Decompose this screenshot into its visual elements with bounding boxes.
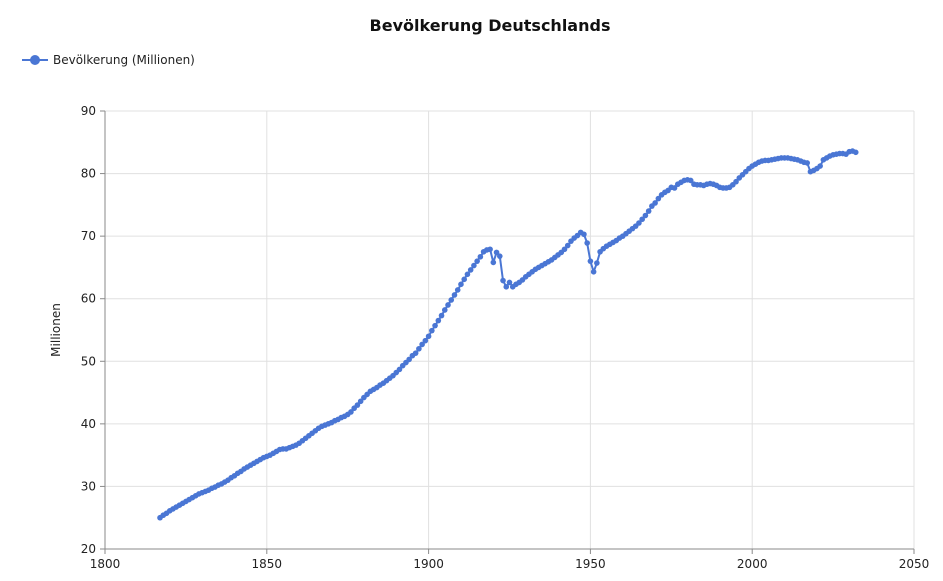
data-point[interactable] (587, 258, 594, 264)
data-point[interactable] (584, 240, 590, 246)
data-point[interactable] (639, 216, 645, 223)
data-point[interactable] (396, 366, 403, 373)
data-point[interactable] (490, 259, 497, 266)
y-tick-label: 80 (81, 167, 96, 181)
data-point[interactable] (655, 195, 662, 202)
data-point[interactable] (422, 337, 429, 344)
data-point[interactable] (500, 277, 506, 284)
legend-marker (30, 55, 40, 65)
data-point[interactable] (733, 178, 739, 185)
data-point[interactable] (454, 287, 461, 293)
data-point[interactable] (496, 253, 503, 259)
x-tick-label: 1850 (252, 557, 283, 571)
data-point[interactable] (594, 260, 600, 266)
data-point[interactable] (817, 163, 823, 169)
axes (104, 111, 914, 550)
data-point[interactable] (416, 345, 422, 352)
data-point[interactable] (458, 281, 464, 288)
y-axis-ticks: 20 30 40 50 60 70 80 90 (81, 104, 105, 556)
y-tick-label: 70 (81, 229, 96, 243)
data-point[interactable] (804, 160, 811, 166)
series-population (157, 148, 859, 521)
data-point[interactable] (445, 302, 451, 308)
series-line (159, 150, 857, 519)
x-tick-label: 1800 (90, 557, 121, 571)
data-point[interactable] (645, 208, 652, 214)
data-point[interactable] (581, 231, 587, 238)
data-point[interactable] (561, 246, 568, 253)
data-point[interactable] (636, 220, 642, 226)
data-point[interactable] (471, 262, 477, 269)
data-point[interactable] (451, 292, 458, 298)
data-point[interactable] (429, 327, 435, 334)
data-point[interactable] (852, 149, 859, 156)
y-tick-label: 90 (81, 104, 96, 118)
grid (104, 110, 915, 550)
data-point[interactable] (461, 276, 468, 283)
data-point[interactable] (687, 177, 694, 184)
data-point[interactable] (642, 212, 649, 219)
data-point[interactable] (432, 322, 438, 329)
data-point[interactable] (354, 402, 361, 408)
x-axis-ticks: 1800 1850 1900 1950 2000 2050 (90, 549, 930, 571)
data-point[interactable] (464, 271, 471, 278)
data-point[interactable] (419, 341, 425, 348)
data-point[interactable] (564, 242, 571, 249)
data-point[interactable] (477, 253, 484, 260)
data-point[interactable] (506, 279, 513, 286)
data-point[interactable] (487, 246, 493, 253)
data-point[interactable] (448, 297, 455, 303)
data-point[interactable] (425, 333, 432, 340)
data-point[interactable] (493, 249, 500, 256)
data-point[interactable] (474, 258, 480, 264)
chart-title: Bevölkerung Deutschlands (370, 16, 611, 35)
data-point[interactable] (671, 185, 678, 191)
data-point[interactable] (435, 317, 442, 324)
x-tick-label: 1950 (575, 557, 606, 571)
legend[interactable]: Bevölkerung (Millionen) (22, 53, 195, 67)
data-point[interactable] (406, 356, 412, 363)
data-point[interactable] (357, 398, 364, 405)
data-point[interactable] (590, 269, 597, 275)
data-point[interactable] (652, 200, 658, 206)
data-point[interactable] (467, 267, 474, 273)
x-tick-label: 2000 (737, 557, 768, 571)
data-point[interactable] (503, 284, 510, 290)
data-point[interactable] (438, 312, 445, 319)
data-point[interactable] (441, 307, 448, 313)
y-tick-label: 60 (81, 292, 96, 306)
y-tick-label: 50 (81, 354, 96, 368)
x-tick-label: 1900 (413, 557, 444, 571)
y-tick-label: 30 (81, 479, 96, 493)
y-tick-label: 20 (81, 542, 96, 556)
data-point[interactable] (412, 350, 419, 356)
y-tick-label: 40 (81, 417, 96, 431)
y-axis-label: Millionen (49, 303, 63, 357)
x-tick-label: 2050 (899, 557, 930, 571)
data-point[interactable] (348, 409, 354, 415)
legend-label: Bevölkerung (Millionen) (53, 53, 195, 67)
